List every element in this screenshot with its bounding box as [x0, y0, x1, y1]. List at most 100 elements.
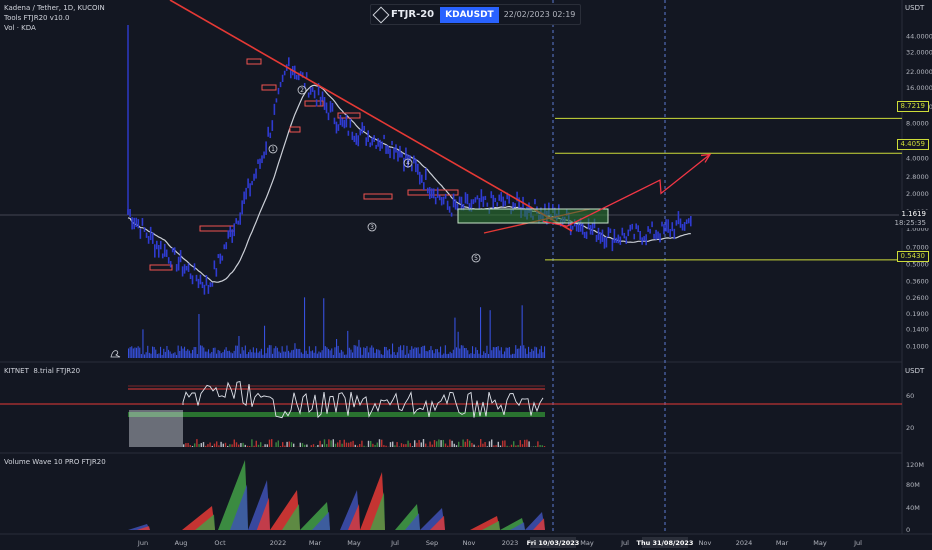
- panel2-histogram-bar: [319, 440, 321, 447]
- order-block-box: [304, 100, 324, 107]
- volume-wave-shape: [533, 518, 545, 530]
- panel2-histogram-bar: [284, 445, 286, 447]
- volume-bar: [304, 297, 306, 358]
- volume-bar: [384, 346, 386, 358]
- panel2-histogram-bar: [354, 444, 356, 447]
- volume-bar: [529, 351, 531, 358]
- volume-bar: [212, 347, 214, 358]
- volume-bar: [152, 346, 154, 358]
- volume-wave-shape: [482, 520, 500, 530]
- panel2-histogram-bar: [196, 439, 198, 447]
- volume-bar: [316, 353, 318, 358]
- volume-bar: [131, 346, 133, 358]
- volume-bar: [318, 351, 320, 358]
- volume-bar: [192, 349, 194, 358]
- volume-wave-shape: [370, 492, 385, 530]
- volume-bar: [484, 353, 486, 358]
- volume-bar: [160, 346, 162, 358]
- volume-bar: [308, 346, 310, 358]
- panel2-histogram-bar: [383, 445, 385, 447]
- panel2-histogram-bar: [484, 442, 486, 447]
- time-axis-label: Oct: [214, 539, 226, 547]
- volume-bar: [360, 347, 362, 358]
- panel2-histogram-bar: [497, 441, 499, 447]
- volume-bar: [196, 354, 198, 358]
- volume-bar: [275, 346, 277, 358]
- volume-bar: [398, 346, 400, 358]
- panel2-histogram-bar: [356, 445, 359, 447]
- panel2-histogram-bar: [348, 442, 350, 447]
- price-tick-label: 2.8000: [906, 173, 929, 181]
- panel2-histogram-bar: [392, 441, 394, 447]
- time-axis-label: Sep: [426, 539, 438, 547]
- volume-bar: [411, 346, 413, 358]
- volume-bar: [128, 348, 130, 358]
- price-axis-currency: USDT: [905, 4, 925, 12]
- panel2-histogram-bar: [246, 445, 249, 447]
- panel2-histogram-bar: [332, 439, 334, 447]
- volume-bar: [448, 353, 450, 358]
- volume-bar: [180, 346, 182, 358]
- panel2-histogram-bar: [251, 439, 253, 447]
- panel2-histogram-bar: [277, 440, 279, 447]
- volume-bar: [259, 351, 261, 358]
- panel2-histogram-bar: [189, 445, 191, 447]
- price-tick-label: 0.2600: [906, 294, 929, 302]
- volume-bar: [156, 354, 158, 358]
- volume-bar: [510, 354, 512, 358]
- panel2-histogram-bar: [209, 442, 211, 447]
- volume-bar: [344, 354, 346, 358]
- volume-bar: [369, 347, 371, 358]
- panel2-histogram-bar: [539, 445, 541, 447]
- time-axis-label: Mar: [776, 539, 789, 547]
- volume-indicator-label[interactable]: Vol · KDA: [4, 24, 36, 32]
- volume-bar: [320, 352, 322, 358]
- volume-bar: [520, 345, 522, 358]
- panel2-histogram-bar: [389, 442, 392, 447]
- panel2-histogram-bar: [407, 440, 409, 447]
- volume-bar: [268, 345, 270, 358]
- volume-bar: [408, 353, 410, 358]
- panel2-histogram-bar: [420, 442, 422, 447]
- volume-wave-shape: [256, 497, 270, 530]
- volume-bar: [489, 310, 491, 358]
- panel2-histogram-bar: [442, 439, 444, 447]
- panel2-green-band: [128, 412, 545, 417]
- volume-bar: [270, 345, 272, 358]
- volume-bar: [307, 353, 309, 358]
- volume-bar: [174, 352, 176, 358]
- panel2-histogram-bar: [458, 441, 460, 447]
- volume-bar: [252, 347, 254, 358]
- price-tick-label: 16.0000: [906, 84, 932, 92]
- volume-bar: [470, 353, 472, 358]
- panel2-indicator-label[interactable]: KITNET 8.trial FTJR20: [4, 367, 80, 375]
- panel2-histogram-bar: [543, 446, 546, 447]
- volume-bar: [193, 346, 195, 358]
- time-axis-label: Jul: [390, 539, 399, 547]
- price-tick-label: 8.0000: [906, 119, 929, 127]
- target-level-low-tag: 0.5430: [896, 251, 929, 262]
- volume-bar: [238, 336, 240, 358]
- volume-bar: [363, 347, 365, 358]
- panel2-histogram-bar: [466, 439, 469, 447]
- panel3-indicator-label[interactable]: Volume Wave 10 PRO FTJR20: [4, 458, 106, 466]
- panel2-histogram-bar: [363, 445, 365, 447]
- volume-bar: [355, 345, 357, 358]
- moving-average-line: [127, 84, 691, 283]
- volume-bar: [337, 345, 339, 358]
- volume-bar: [248, 352, 250, 358]
- volume-bar: [472, 346, 474, 358]
- volume-bar: [176, 354, 178, 358]
- volume-wave-shape: [136, 526, 150, 530]
- volume-bar: [387, 350, 389, 358]
- volume-bar: [452, 349, 454, 358]
- volume-bar: [168, 349, 170, 358]
- tools-indicator-label[interactable]: Tools FTJR20 v10.0: [4, 14, 70, 22]
- volume-bar: [190, 353, 192, 358]
- volume-bar: [372, 347, 374, 358]
- volume-bar: [356, 346, 358, 358]
- panel2-histogram-bar: [464, 441, 466, 447]
- volume-bar: [435, 349, 437, 358]
- volume-bar: [443, 353, 445, 358]
